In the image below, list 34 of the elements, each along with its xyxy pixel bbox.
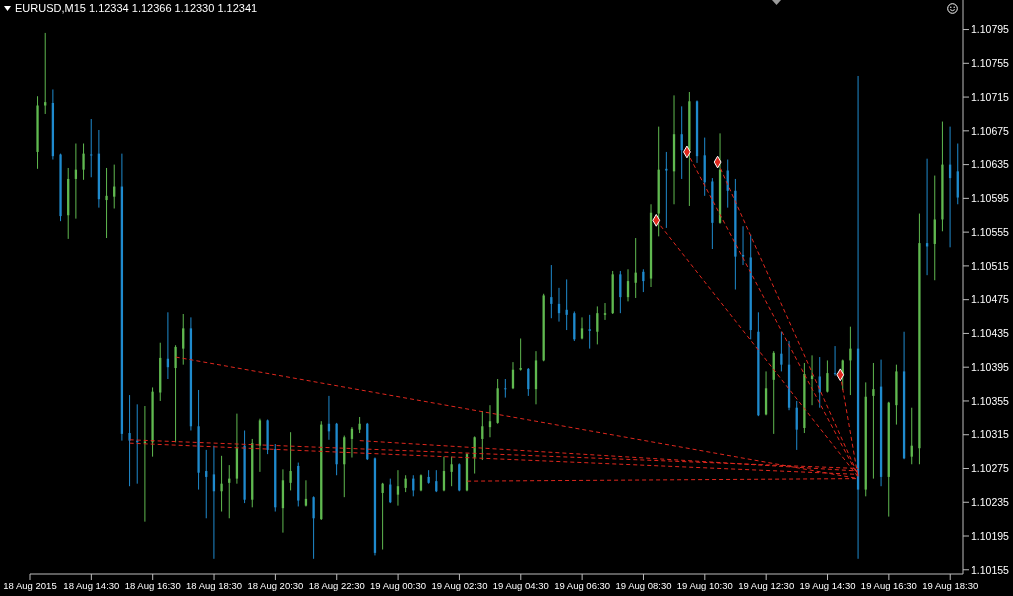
x-tick-label: 19 Aug 16:30 <box>860 579 917 591</box>
x-tick-label: 18 Aug 22:30 <box>308 579 365 591</box>
x-tick-label: 19 Aug 04:30 <box>492 579 549 591</box>
y-tick-label: 1.10595 <box>971 192 1010 205</box>
y-tick-label: 1.10195 <box>971 529 1010 542</box>
y-tick-label: 1.10515 <box>971 259 1010 272</box>
x-tick-label: 18 Aug 2015 <box>3 579 57 591</box>
y-tick-label: 1.10715 <box>971 90 1010 103</box>
x-tick-label: 19 Aug 14:30 <box>799 579 856 591</box>
y-tick-label: 1.10355 <box>971 394 1010 407</box>
y-tick-label: 1.10755 <box>971 57 1010 70</box>
chart-title: EURUSD,M15 1.12334 1.12366 1.12330 1.12341 <box>15 2 258 14</box>
y-tick-label: 1.10795 <box>971 23 1010 36</box>
y-tick-label: 1.10555 <box>971 225 1010 238</box>
x-tick-label: 19 Aug 12:30 <box>738 579 795 591</box>
y-tick-label: 1.10275 <box>971 462 1010 475</box>
y-tick-label: 1.10235 <box>971 495 1010 508</box>
x-tick-label: 18 Aug 20:30 <box>247 579 304 591</box>
y-tick-label: 1.10315 <box>971 428 1010 441</box>
x-tick-label: 19 Aug 18:30 <box>922 579 979 591</box>
x-tick-label: 18 Aug 14:30 <box>63 579 120 591</box>
y-tick-label: 1.10635 <box>971 158 1010 171</box>
x-tick-label: 19 Aug 02:30 <box>431 579 488 591</box>
x-tick-label: 19 Aug 00:30 <box>370 579 427 591</box>
x-tick-label: 19 Aug 06:30 <box>554 579 611 591</box>
y-tick-label: 1.10155 <box>971 563 1010 576</box>
y-tick-label: 1.10475 <box>971 293 1010 306</box>
x-tick-label: 18 Aug 16:30 <box>124 579 181 591</box>
x-tick-label: 18 Aug 18:30 <box>186 579 243 591</box>
x-tick-label: 19 Aug 08:30 <box>615 579 672 591</box>
y-tick-label: 1.10395 <box>971 360 1010 373</box>
y-tick-label: 1.10675 <box>971 124 1010 137</box>
y-tick-label: 1.10435 <box>971 327 1010 340</box>
x-tick-label: 19 Aug 10:30 <box>676 579 733 591</box>
